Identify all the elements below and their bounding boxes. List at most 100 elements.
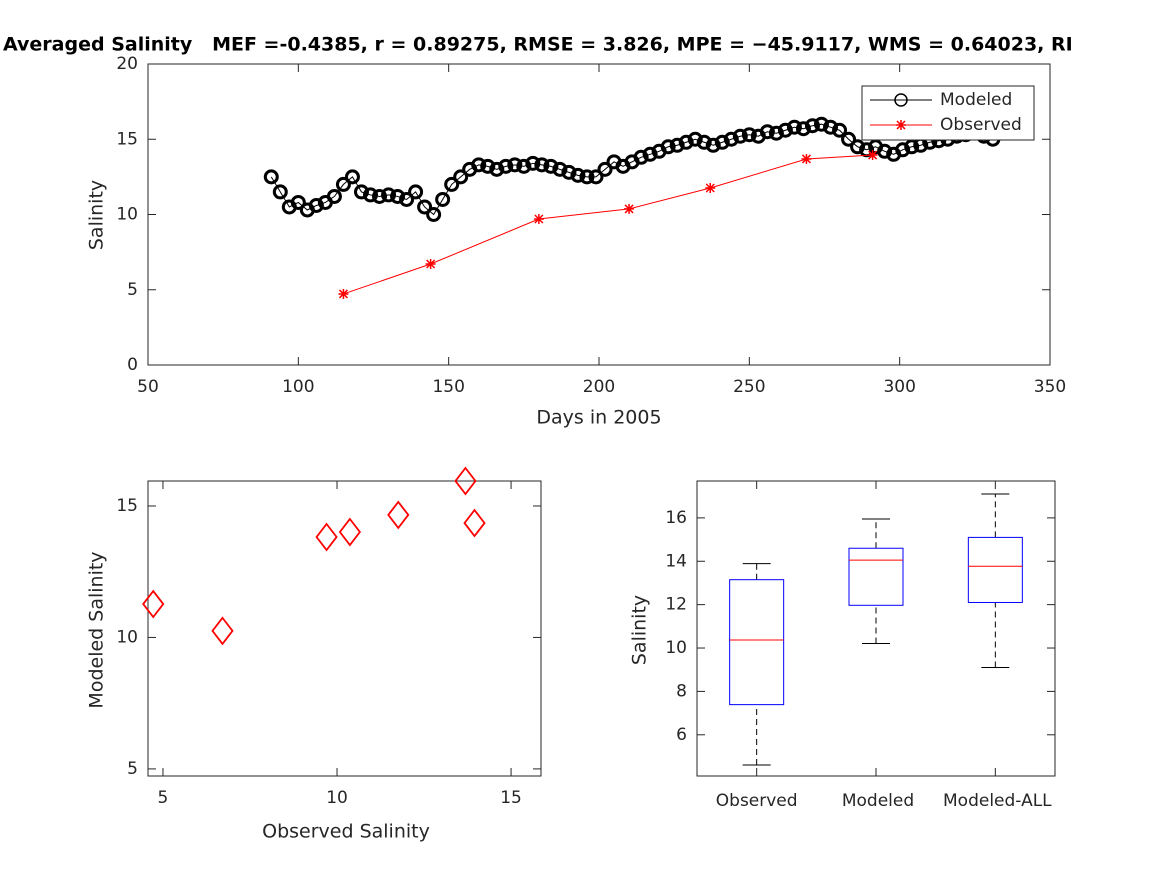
marker (480, 158, 496, 174)
marker (801, 153, 812, 164)
marker (498, 158, 514, 174)
marker (804, 118, 820, 134)
marker (525, 155, 541, 171)
y-tick-label: 10 (665, 638, 687, 658)
marker (338, 288, 349, 299)
x-tick-label: 10 (326, 788, 348, 808)
y-tick-label: 16 (665, 508, 687, 528)
marker (642, 146, 658, 162)
marker (588, 169, 604, 185)
y-tick-label: 10 (116, 205, 138, 225)
y-tick-label: 20 (116, 54, 138, 74)
marker (426, 207, 442, 222)
y-tick-label: 5 (127, 280, 138, 300)
marker (372, 188, 388, 204)
marker (435, 191, 451, 207)
marker (705, 183, 716, 194)
scatter-point (454, 466, 477, 496)
marker (741, 127, 757, 143)
marker (507, 157, 523, 173)
x-axis-label: Observed Salinity (262, 821, 430, 843)
marker (326, 188, 342, 204)
x-tick-label: 200 (583, 377, 615, 397)
marker (859, 142, 875, 158)
marker (877, 143, 893, 159)
marker (516, 158, 532, 174)
marker (696, 134, 712, 150)
y-tick-label: 15 (116, 129, 138, 149)
marker (381, 187, 397, 203)
x-tick-label: Observed (716, 791, 798, 811)
x-tick-label: 350 (1034, 377, 1066, 397)
marker (552, 161, 568, 177)
marker (624, 203, 635, 214)
marker (390, 188, 406, 204)
marker (795, 121, 811, 137)
marker (841, 131, 857, 147)
marker (777, 122, 793, 138)
scatter-point (211, 616, 234, 646)
legend-label: Observed (940, 115, 1022, 135)
x-tick-label: 300 (883, 377, 915, 397)
marker (904, 139, 920, 155)
x-tick-label: 15 (500, 788, 522, 808)
marker (471, 157, 487, 173)
y-tick-label: 6 (676, 725, 687, 745)
scatter-point (463, 508, 486, 538)
x-tick-label: Modeled (842, 791, 914, 811)
y-tick-label: 10 (116, 627, 138, 647)
marker (417, 199, 433, 215)
marker (813, 116, 829, 132)
box (729, 579, 785, 706)
marker (290, 194, 306, 210)
marker (353, 184, 369, 200)
marker (533, 214, 544, 225)
x-axis-label: Days in 2005 (536, 407, 661, 429)
marker (597, 161, 613, 177)
scatter-point (142, 589, 165, 619)
marker (687, 131, 703, 147)
marker (732, 128, 748, 144)
x-tick-label: 250 (733, 377, 765, 397)
legend-marker (896, 120, 906, 130)
legend-box (861, 85, 1035, 141)
marker (308, 197, 324, 213)
marker (768, 125, 784, 141)
marker (489, 161, 505, 177)
scatter-point (387, 500, 410, 530)
marker (408, 184, 424, 200)
y-tick-label: 0 (127, 355, 138, 375)
marker (895, 142, 911, 158)
y-tick-label: 12 (665, 595, 687, 615)
marker (272, 184, 288, 200)
x-tick-label: 50 (137, 377, 159, 397)
marker (344, 169, 360, 185)
marker (561, 164, 577, 180)
marker (660, 139, 676, 155)
marker (362, 187, 378, 203)
marker (714, 134, 730, 150)
marker (579, 169, 595, 185)
marker (543, 158, 559, 174)
x-tick-label: 100 (282, 377, 314, 397)
marker (444, 176, 460, 192)
x-tick-label: Modeled-ALL (943, 791, 1052, 811)
marker (723, 131, 739, 147)
y-tick-label: 8 (676, 681, 687, 701)
y-axis-label: Salinity (629, 595, 651, 665)
marker (759, 124, 775, 140)
marker (335, 176, 351, 192)
marker (399, 191, 415, 207)
y-tick-label: 5 (127, 759, 138, 779)
legend-marker (894, 93, 908, 107)
y-axis-label: Salinity (86, 180, 108, 250)
marker (823, 119, 839, 135)
marker (867, 150, 878, 161)
marker (570, 167, 586, 183)
legend-label: Modeled (940, 90, 1012, 110)
marker (832, 122, 848, 138)
marker (786, 119, 802, 135)
y-tick-label: 14 (665, 551, 687, 571)
box (848, 547, 904, 606)
chart-title: Averaged Salinity MEF =-0.4385, r = 0.89… (3, 34, 1073, 56)
